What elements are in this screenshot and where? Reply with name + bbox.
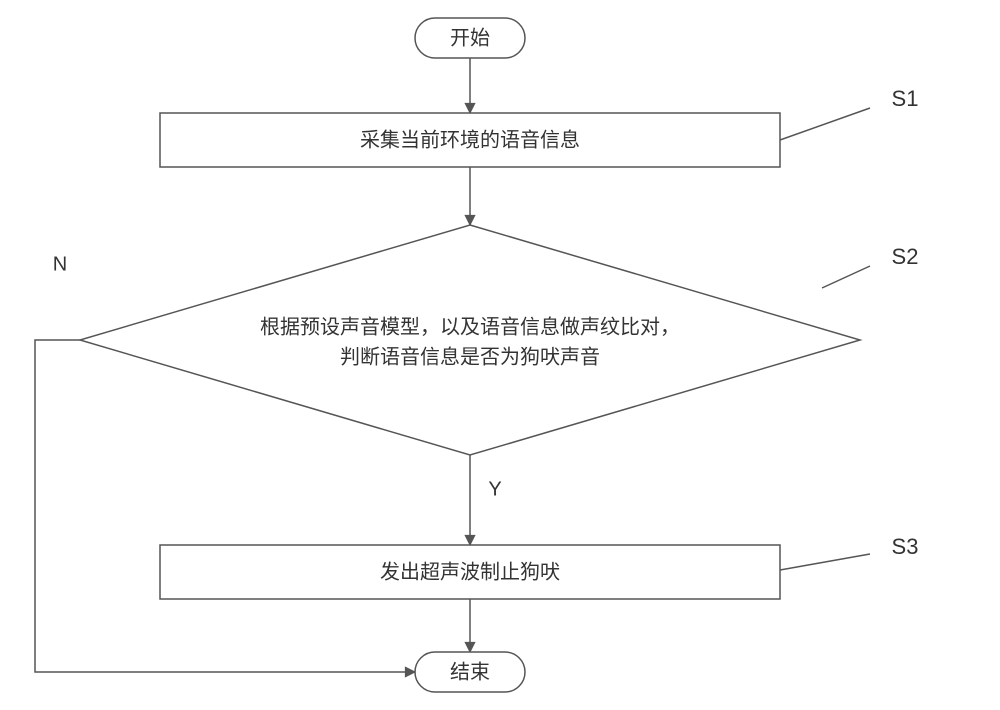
s2-shape [80,225,860,455]
label-Y: Y [488,478,501,500]
start-text: 开始 [450,26,490,49]
end-text: 结束 [450,660,490,683]
s2-text-line2: 判断语音信息是否为狗吠声音 [340,345,600,368]
s3-callout-line [780,554,870,570]
s2-text-line1: 根据预设声音模型，以及语音信息做声纹比对， [260,315,680,338]
s3-node: 发出超声波制止狗吠 [160,545,780,599]
s2-node: 根据预设声音模型，以及语音信息做声纹比对， 判断语音信息是否为狗吠声音 [80,225,860,455]
end-node: 结束 [415,652,525,692]
s3-text: 发出超声波制止狗吠 [380,560,560,583]
s1-text: 采集当前环境的语音信息 [360,128,580,151]
s2-callout-line [822,266,870,288]
s1-callout-line [780,108,870,140]
s2-callout-text: S2 [892,244,919,269]
label-N: N [53,253,67,275]
s1-callout-text: S1 [892,86,919,111]
s3-callout-text: S3 [892,534,919,559]
s1-node: 采集当前环境的语音信息 [160,113,780,167]
start-node: 开始 [415,18,525,58]
